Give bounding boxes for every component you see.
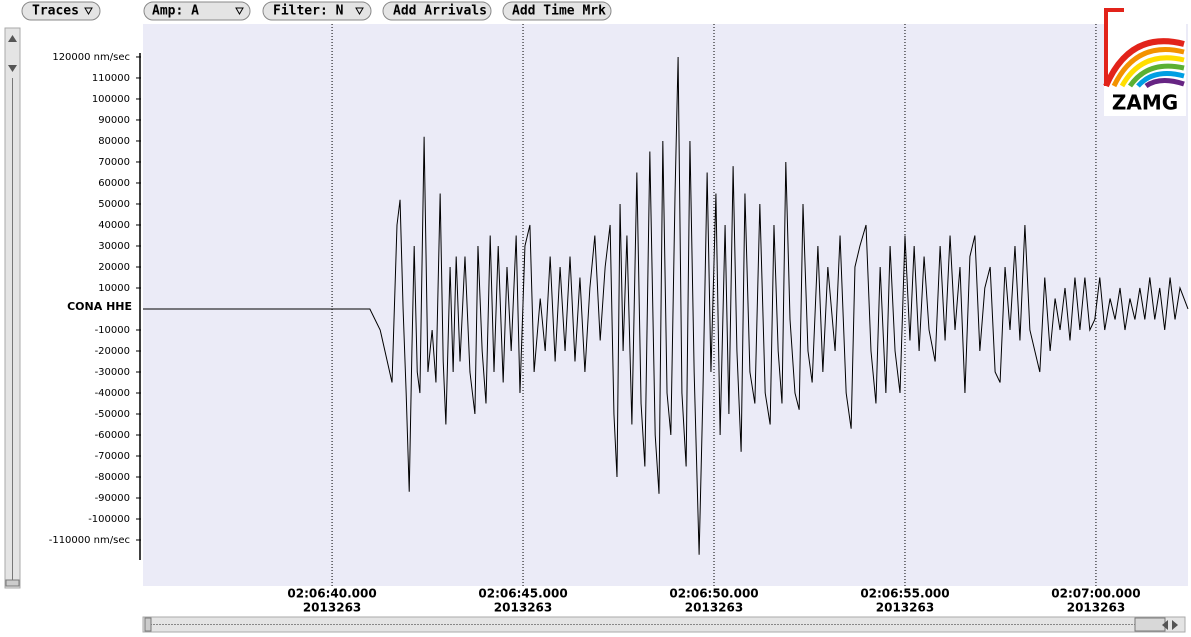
- y-tick-label: -10000: [95, 325, 130, 336]
- button-label: Traces: [32, 4, 79, 19]
- x-tick-label: 02:06:55.000: [860, 587, 949, 601]
- y-tick-label: 80000: [98, 136, 130, 147]
- dropdown-arrow: [235, 7, 244, 15]
- x-tick-date: 2013263: [685, 601, 743, 615]
- y-tick-label: 60000: [98, 178, 130, 189]
- filter-button[interactable]: Filter: N: [262, 1, 372, 21]
- y-tick-label: 110000: [92, 73, 130, 84]
- y-tick-label: 120000 nm/sec: [52, 52, 130, 63]
- button-label: Filter: N: [273, 4, 344, 19]
- y-tick-label: -110000 nm/sec: [49, 535, 130, 546]
- logo: ZAMG: [1103, 8, 1186, 116]
- button-label: Amp: A: [152, 4, 199, 19]
- y-tick-label: 40000: [98, 220, 130, 231]
- x-tick-label: 02:07:00.000: [1051, 587, 1140, 601]
- toolbar: Traces Amp: A Filter: N Add Arrivals Add…: [21, 1, 612, 21]
- logo-text: ZAMG: [1112, 91, 1178, 115]
- button-label: Add Arrivals: [393, 4, 487, 19]
- y-tick-label: -40000: [95, 388, 130, 399]
- y-tick-label: 10000: [98, 283, 130, 294]
- y-tick-label: -20000: [95, 346, 130, 357]
- y-tick-label: 50000: [98, 199, 130, 210]
- y-tick-label: -80000: [95, 472, 130, 483]
- trace-label: CONA HHE: [67, 300, 132, 313]
- traces-button[interactable]: Traces: [21, 1, 101, 21]
- y-tick-label: -50000: [95, 409, 130, 420]
- x-tick-label: 02:06:50.000: [669, 587, 758, 601]
- y-tick-label: -60000: [95, 430, 130, 441]
- y-tick-label: 20000: [98, 262, 130, 273]
- horizontal-scrollbar[interactable]: [142, 616, 1186, 633]
- amp-button[interactable]: Amp: A: [143, 1, 251, 21]
- x-tick-date: 2013263: [303, 601, 361, 615]
- button-label: Add Time Mrk: [512, 4, 606, 19]
- vertical-scrollbar[interactable]: [4, 27, 21, 589]
- add-time-mark-button[interactable]: Add Time Mrk: [502, 1, 612, 21]
- y-tick-label: 70000: [98, 157, 130, 168]
- y-tick-label: -30000: [95, 367, 130, 378]
- trace: [143, 56, 1189, 555]
- y-tick-label: -100000: [88, 514, 130, 525]
- x-tick-date: 2013263: [876, 601, 934, 615]
- y-tick-label: 100000: [92, 94, 130, 105]
- x-tick-date: 2013263: [1067, 601, 1125, 615]
- add-arrivals-button[interactable]: Add Arrivals: [382, 1, 492, 21]
- dropdown-arrow: [355, 7, 364, 15]
- dropdown-arrow: [84, 7, 93, 15]
- y-tick-label: -90000: [95, 493, 130, 504]
- x-tick-label: 02:06:40.000: [287, 587, 376, 601]
- y-tick-label: 30000: [98, 241, 130, 252]
- y-tick-label: -70000: [95, 451, 130, 462]
- x-tick-date: 2013263: [494, 601, 552, 615]
- y-tick-label: 90000: [98, 115, 130, 126]
- x-tick-label: 02:06:45.000: [478, 587, 567, 601]
- seismogram: 120000 nm/sec 110000 100000 90000 80000 70000…: [49, 24, 1189, 615]
